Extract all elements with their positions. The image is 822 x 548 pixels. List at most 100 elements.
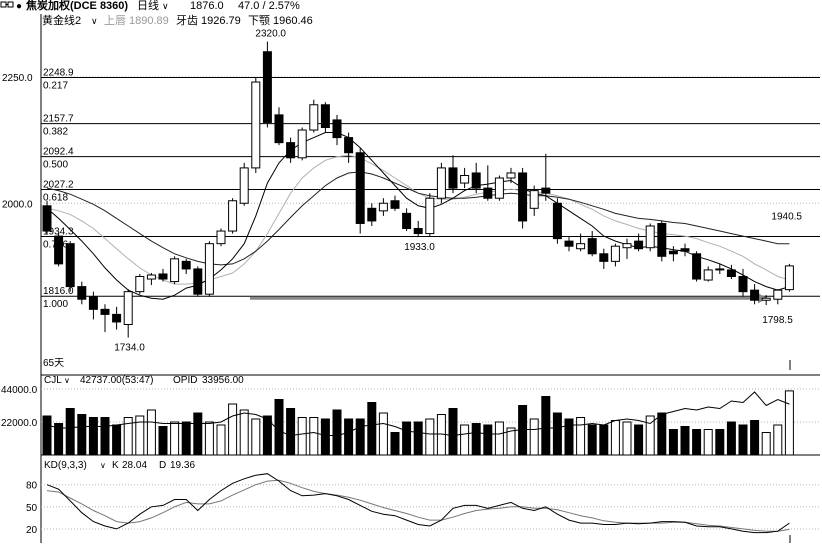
kd-pane: KD(9,3,3) ∨ K 28.04 D 19.36 80 50 20 xyxy=(26,460,820,543)
volume-bar xyxy=(576,417,586,456)
jaw-value: 1960.46 xyxy=(273,15,313,27)
candle-body-down xyxy=(541,187,551,194)
fib-level-price: 1934.3 xyxy=(43,226,74,237)
fib-level-price: 2248.9 xyxy=(43,68,74,79)
jaw-label: 下颚 xyxy=(248,14,270,27)
period-selector[interactable]: 日线 xyxy=(137,0,159,12)
candle-body-up xyxy=(645,225,655,249)
volume-bar xyxy=(181,421,191,456)
fib-level-ratio: 1.000 xyxy=(43,299,68,310)
candlestick xyxy=(634,233,644,252)
volume-bar xyxy=(65,408,75,456)
candlestick xyxy=(494,175,504,201)
volume-bar xyxy=(100,417,110,456)
candlestick xyxy=(564,236,574,252)
instrument-title: 焦炭加权(DCE 8360) xyxy=(25,0,128,12)
volume-bar xyxy=(448,408,458,456)
candlestick xyxy=(680,243,690,257)
candlestick xyxy=(529,185,539,216)
candle-body-up xyxy=(228,200,238,232)
volume-legend-chevron-icon: ∨ xyxy=(64,376,70,385)
teeth-value: 1926.79 xyxy=(201,15,241,27)
opid-value: 33956.00 xyxy=(202,375,244,386)
volume-axis-label: 44000.0 xyxy=(1,385,38,396)
volume-bar xyxy=(135,415,145,456)
bar-count-label: 65天 xyxy=(43,358,64,369)
fib-level-ratio: 0.500 xyxy=(43,160,68,171)
candle-body-down xyxy=(715,268,725,271)
candlestick xyxy=(390,195,400,211)
candle-body-up xyxy=(576,243,586,250)
candlestick xyxy=(100,304,110,333)
candle-body-up xyxy=(506,172,516,179)
candlestick xyxy=(88,291,98,320)
volume-bar xyxy=(680,426,690,456)
kd-legend-name: KD(9,3,3) xyxy=(44,460,87,471)
indicator-chevron-icon[interactable]: ∨ xyxy=(91,16,98,26)
candlestick xyxy=(460,167,470,189)
candlestick xyxy=(42,200,52,234)
candle-body-down xyxy=(181,260,191,270)
candlestick xyxy=(251,76,261,173)
price-axis-label: 2000.0 xyxy=(2,199,33,210)
candlestick xyxy=(506,167,516,184)
candle-body-down xyxy=(390,200,400,209)
candle-body-down xyxy=(726,269,736,278)
candle-body-up xyxy=(610,245,620,262)
kd-axis-label: 80 xyxy=(26,481,38,492)
candle-body-up xyxy=(784,265,794,291)
candle-body-up xyxy=(773,289,783,300)
candlestick xyxy=(54,232,64,267)
volume-bar xyxy=(42,415,52,456)
volume-bar xyxy=(158,426,168,456)
candle-body-down xyxy=(448,167,458,189)
volume-bar xyxy=(645,415,655,456)
candle-body-down xyxy=(552,202,562,240)
candlestick xyxy=(425,193,435,237)
alligator-teeth-line xyxy=(46,132,790,300)
candlestick xyxy=(483,165,493,201)
candlestick xyxy=(344,132,354,163)
volume-bar xyxy=(726,421,736,456)
volume-bar xyxy=(529,418,539,456)
candlestick xyxy=(726,264,736,280)
volume-bar xyxy=(413,421,423,456)
candle-body-down xyxy=(483,187,493,199)
candle-body-down xyxy=(518,172,528,222)
candle-body-down xyxy=(100,308,110,315)
volume-bar xyxy=(506,427,516,456)
volume-bar xyxy=(309,417,319,456)
price-annotation: 1933.0 xyxy=(404,242,435,253)
k-label: K xyxy=(112,460,119,471)
candlestick xyxy=(378,198,388,216)
volume-bar xyxy=(262,415,272,456)
indicator-name[interactable]: 黄金线2 xyxy=(42,13,81,27)
candle-body-up xyxy=(216,230,226,245)
candle-body-down xyxy=(193,268,203,295)
volume-legend-value: 42737.00(53:47) xyxy=(80,375,153,386)
candle-body-down xyxy=(692,253,702,280)
volume-bar xyxy=(541,396,551,456)
volume-legend-name: CJL xyxy=(44,375,62,386)
candle-body-up xyxy=(761,297,771,301)
candle-body-down xyxy=(750,289,760,301)
candlestick xyxy=(262,41,272,128)
window-toggle-icon[interactable] xyxy=(0,1,14,8)
volume-bar xyxy=(738,424,748,456)
candlestick xyxy=(135,273,145,295)
volume-bar xyxy=(552,412,562,456)
candle-body-down xyxy=(274,114,284,144)
candle-body-up xyxy=(146,274,156,280)
volume-pane: CJL ∨ 42737.00(53:47) OPID 33956.00 44000.0 22… xyxy=(1,375,820,456)
candlestick xyxy=(355,147,365,234)
period-chevron-icon[interactable]: ∨ xyxy=(162,1,169,11)
volume-bar xyxy=(784,390,794,456)
price-annotation: 1940.5 xyxy=(771,211,802,222)
k-value: 28.04 xyxy=(122,460,147,471)
volume-bar xyxy=(332,409,342,456)
candlestick xyxy=(784,263,794,292)
volume-bar xyxy=(761,432,771,456)
candle-body-down xyxy=(599,253,609,262)
